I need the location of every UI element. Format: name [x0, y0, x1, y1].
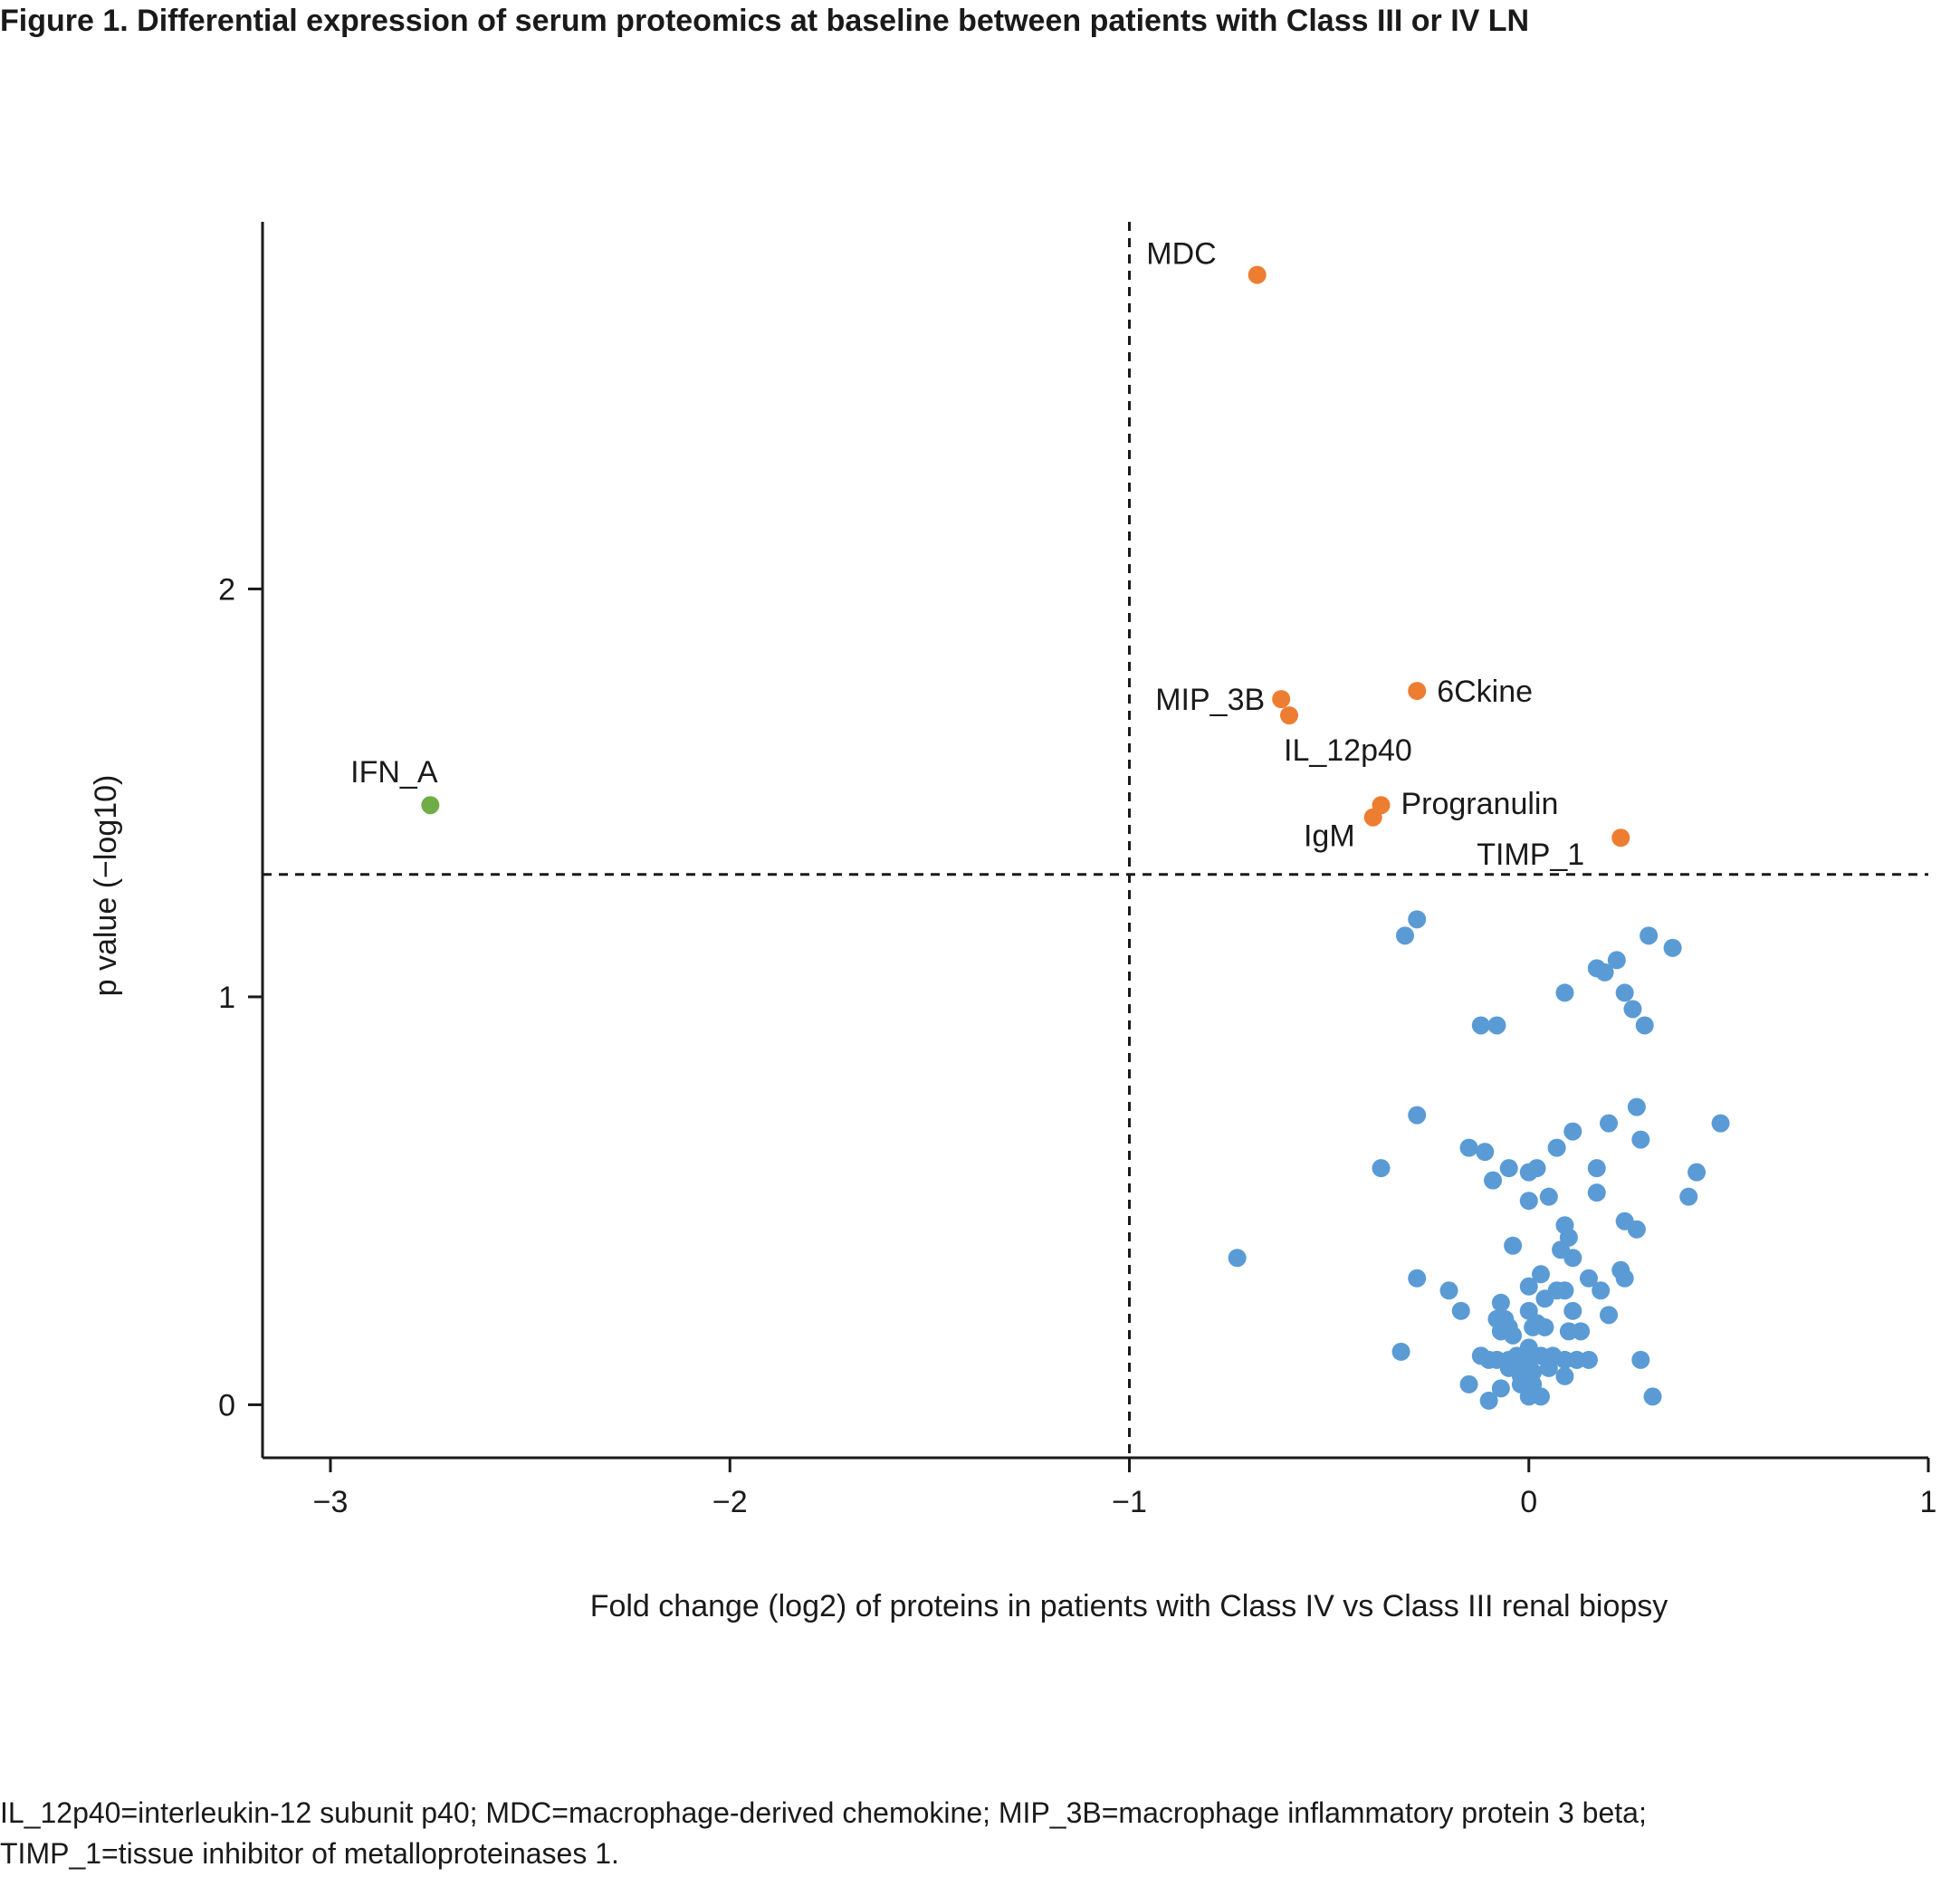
data-point — [1519, 1192, 1538, 1211]
point-label: MDC — [1146, 237, 1216, 272]
data-point — [1531, 1387, 1550, 1406]
data-point — [1592, 1281, 1611, 1300]
data-point — [1535, 1317, 1554, 1336]
significant-point — [1272, 690, 1291, 709]
footnote-line-2: TIMP_1=tissue inhibitor of metalloprotei… — [0, 1837, 619, 1870]
significant-point — [1408, 682, 1427, 701]
data-point — [1519, 1277, 1538, 1296]
point-label: Progranulin — [1401, 787, 1558, 821]
data-point — [1476, 1143, 1495, 1162]
data-point — [1631, 1130, 1650, 1149]
significant-point — [421, 796, 440, 815]
y-tick-label: 1 — [218, 981, 235, 1015]
data-point — [1587, 1183, 1606, 1202]
data-point — [1491, 1379, 1510, 1398]
data-point — [1504, 1236, 1523, 1255]
point-label: IL_12p40 — [1284, 733, 1412, 768]
data-point — [1408, 1269, 1427, 1288]
data-point — [1531, 1265, 1550, 1284]
data-point — [1711, 1114, 1730, 1133]
data-point — [1635, 1016, 1654, 1035]
data-point — [1595, 962, 1614, 982]
y-axis-label: p value (−log10) — [89, 775, 123, 997]
x-tick-label: 0 — [1520, 1485, 1537, 1519]
data-point — [1439, 1281, 1458, 1300]
x-tick-label: −2 — [712, 1485, 748, 1519]
data-point — [1487, 1016, 1506, 1035]
data-point — [1408, 1106, 1427, 1125]
point-label: TIMP_1 — [1477, 838, 1584, 872]
data-point — [1471, 1016, 1490, 1035]
data-point — [1527, 1159, 1546, 1178]
data-point — [1688, 1163, 1707, 1182]
y-tick-label: 2 — [218, 572, 235, 607]
figure-title: Figure 1. Differential expression of ser… — [0, 4, 1530, 38]
data-point — [1547, 1138, 1566, 1157]
data-point — [1607, 951, 1626, 970]
data-point — [1504, 1326, 1523, 1345]
significant-point — [1280, 706, 1299, 725]
data-point — [1555, 983, 1574, 1002]
data-point — [1484, 1171, 1503, 1190]
data-point — [1643, 1387, 1662, 1406]
significant-point — [1611, 828, 1630, 848]
data-point — [1499, 1159, 1518, 1178]
data-point — [1408, 910, 1427, 929]
data-point — [1395, 926, 1414, 945]
data-point — [1459, 1374, 1478, 1393]
data-point — [1627, 1220, 1646, 1239]
data-point — [1372, 1159, 1391, 1178]
x-axis-label: Fold change (log2) of proteins in patien… — [590, 1589, 1668, 1623]
significant-point — [1248, 265, 1267, 284]
data-point — [1491, 1293, 1510, 1312]
data-point — [1555, 1281, 1574, 1300]
data-point — [1615, 1269, 1634, 1288]
data-point — [1631, 1350, 1650, 1369]
x-tick-label: 1 — [1920, 1485, 1937, 1519]
data-point — [1663, 938, 1682, 957]
data-point — [1572, 1322, 1591, 1341]
x-tick-label: −1 — [1112, 1485, 1147, 1519]
data-point — [1679, 1187, 1698, 1206]
data-point — [1539, 1358, 1558, 1377]
data-point — [1451, 1301, 1470, 1320]
data-point — [1579, 1269, 1598, 1288]
data-point — [1640, 926, 1659, 945]
data-point — [1600, 1306, 1619, 1325]
data-point — [1459, 1138, 1478, 1157]
y-tick-label: 0 — [218, 1388, 235, 1422]
data-point — [1228, 1249, 1247, 1268]
data-point — [1535, 1289, 1554, 1308]
data-point — [1539, 1187, 1558, 1206]
data-point — [1563, 1301, 1582, 1320]
point-label: 6Ckine — [1437, 675, 1533, 709]
data-point — [1623, 1000, 1642, 1019]
point-label: IFN_A — [350, 755, 438, 790]
data-point — [1627, 1097, 1646, 1116]
data-point — [1479, 1391, 1498, 1410]
significant-point — [1363, 808, 1382, 827]
point-label: MIP_3B — [1155, 683, 1265, 717]
footnote: IL_12p40=interleukin-12 subunit p40; MDC… — [0, 1793, 1647, 1874]
data-point — [1391, 1342, 1410, 1361]
data-point — [1563, 1249, 1582, 1268]
data-point — [1615, 983, 1634, 1002]
data-point — [1555, 1366, 1574, 1385]
data-point — [1600, 1114, 1619, 1133]
x-tick-label: −3 — [313, 1485, 349, 1519]
data-point — [1579, 1350, 1598, 1369]
point-label: IgM — [1304, 819, 1355, 854]
data-point — [1563, 1122, 1582, 1141]
footnote-line-1: IL_12p40=interleukin-12 subunit p40; MDC… — [0, 1796, 1647, 1829]
volcano-plot: MDC MIP_3B IL_12p40 6Ckine Progranulin IgM TIM… — [89, 222, 1937, 1623]
data-point — [1587, 1159, 1606, 1178]
